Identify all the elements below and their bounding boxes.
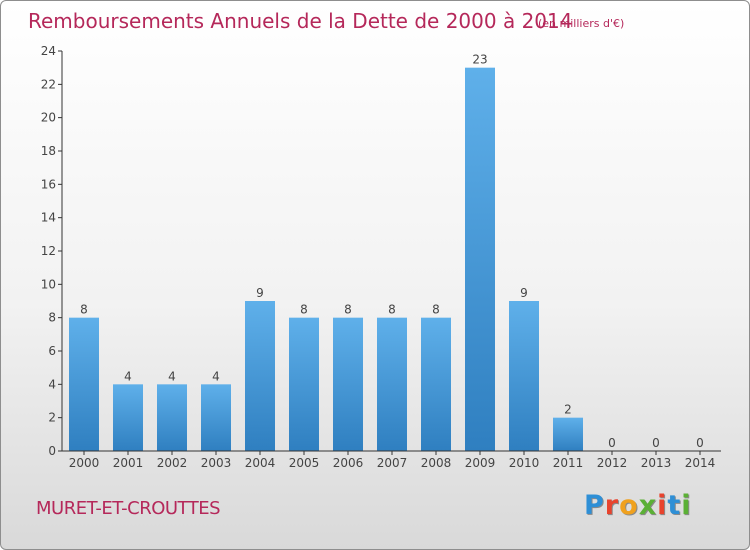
y-tick-label: 0 (48, 444, 56, 458)
x-tick-label: 2002 (157, 456, 188, 470)
data-label: 23 (472, 53, 487, 67)
data-label: 8 (388, 303, 396, 317)
x-tick-label: 2007 (377, 456, 408, 470)
data-label: 4 (124, 369, 132, 383)
bar (553, 417, 583, 451)
logo-letter: P (584, 490, 605, 521)
bar (377, 317, 407, 451)
x-tick-label: 2005 (289, 456, 320, 470)
y-tick-label: 4 (48, 377, 56, 391)
x-tick-label: 2014 (685, 456, 716, 470)
y-tick-label: 14 (41, 211, 56, 225)
bars-group (69, 67, 583, 452)
y-tick-label: 8 (48, 311, 56, 325)
x-tick-label: 2008 (421, 456, 452, 470)
bar (245, 301, 275, 451)
logo-letter: t (667, 490, 682, 521)
bar (201, 384, 231, 451)
y-tick-label: 6 (48, 344, 56, 358)
data-label: 4 (212, 369, 220, 383)
data-label: 0 (696, 436, 704, 450)
y-tick-label: 24 (41, 44, 56, 58)
y-tick-label: 12 (41, 244, 56, 258)
bar (69, 317, 99, 451)
y-tick-label: 10 (41, 277, 56, 291)
data-label: 8 (300, 303, 308, 317)
bar (421, 317, 451, 451)
x-tick-label: 2000 (69, 456, 100, 470)
x-tick-label: 2012 (597, 456, 628, 470)
proxiti-logo: Proxiti (584, 490, 692, 521)
y-tick-label: 16 (41, 177, 56, 191)
x-tick-label: 2004 (245, 456, 276, 470)
bar (333, 317, 363, 451)
value-labels-group: 8 4 4 4 9 8 8 8 8 23 9 2 0 0 0 (80, 53, 704, 450)
bar (157, 384, 187, 451)
y-tick-label: 22 (41, 77, 56, 91)
chart-title: Remboursements Annuels de la Dette de 20… (28, 9, 573, 33)
x-tick-label: 2010 (509, 456, 540, 470)
logo-letter: i (657, 490, 668, 521)
x-tick-label: 2003 (201, 456, 232, 470)
logo-letter: r (604, 490, 620, 521)
logo-letter: o (619, 490, 639, 521)
data-label: 0 (652, 436, 660, 450)
commune-name: MURET-ET-CROUTTES (36, 498, 221, 519)
logo-letter: x (638, 490, 658, 521)
data-label: 9 (520, 286, 528, 300)
data-label: 2 (564, 403, 572, 417)
logo-letter: i (681, 490, 692, 521)
data-label: 8 (432, 303, 440, 317)
data-label: 8 (344, 303, 352, 317)
bar (509, 301, 539, 451)
x-tick-label: 2001 (113, 456, 144, 470)
data-label: 4 (168, 369, 176, 383)
data-label: 0 (608, 436, 616, 450)
x-tick-label: 2013 (641, 456, 672, 470)
chart-subtitle: (en milliers d'€) (538, 17, 625, 30)
y-tick-label: 18 (41, 144, 56, 158)
bar (465, 67, 495, 452)
x-tick-label: 2009 (465, 456, 496, 470)
y-tick-label: 2 (48, 411, 56, 425)
x-tick-label: 2011 (553, 456, 584, 470)
bar (289, 317, 319, 451)
data-label: 8 (80, 303, 88, 317)
x-axis: 2000 2001 2002 2003 2004 2005 2006 2007 2008 2009… (62, 450, 721, 470)
x-tick-label: 2006 (333, 456, 364, 470)
y-tick-label: 20 (41, 111, 56, 125)
bar (113, 384, 143, 451)
data-label: 9 (256, 286, 264, 300)
